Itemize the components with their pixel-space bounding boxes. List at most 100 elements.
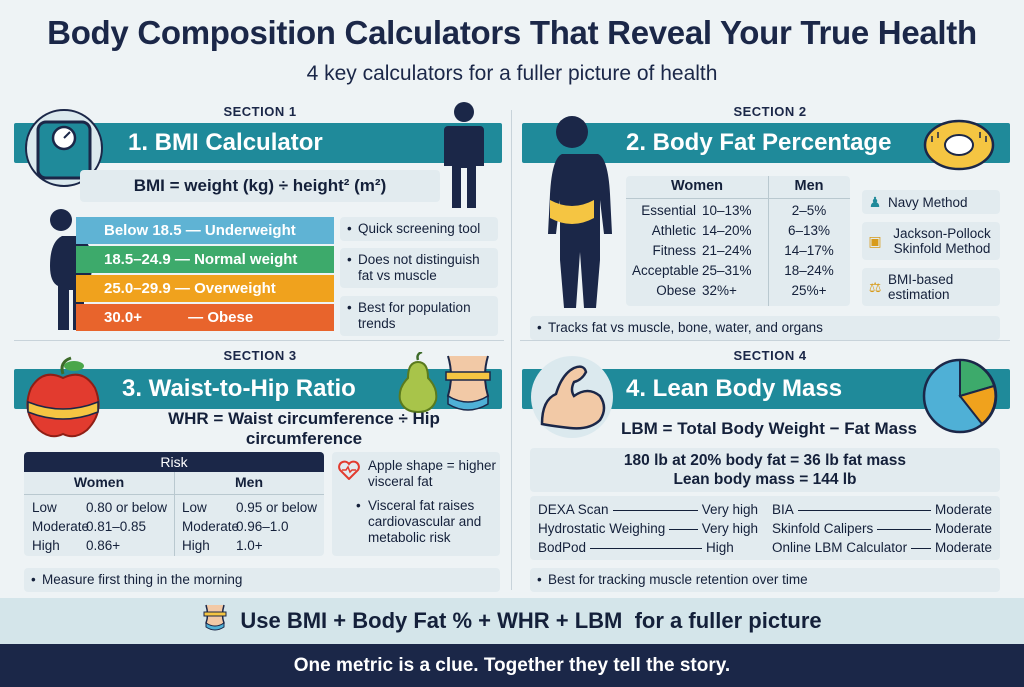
bmi-category: Overweight <box>194 280 276 297</box>
waist-icon <box>440 352 496 414</box>
risk-level: High <box>182 538 210 553</box>
risk-level: High <box>32 538 60 553</box>
women-value: 21–24% <box>702 243 752 258</box>
risk-level: Moderate <box>32 519 90 534</box>
row-label: Essential <box>641 203 696 218</box>
women-values: 10–13% 14–20% 21–24% 25–31% 32%+ <box>702 201 764 301</box>
summary-text: Use BMI + Body Fat % + WHR + LBM for a f… <box>240 608 822 633</box>
section2-note: Tracks fat vs muscle, bone, water, and o… <box>530 316 1000 340</box>
column-header-men: Men <box>235 474 263 490</box>
men-value: 25%+ <box>791 283 827 298</box>
lbm-methods: DEXA Scan Very high Hydrostatic Weighing V… <box>530 496 1000 560</box>
person-icon <box>440 100 488 210</box>
row-label: Acceptable <box>632 263 699 278</box>
section2-label: SECTION 2 <box>733 104 807 119</box>
section3-formula: WHR = Waist circumference ÷ Hip circumfe… <box>168 409 440 448</box>
footer-tagline: One metric is a clue. Together they tell… <box>0 644 1024 687</box>
women-levels: Low Moderate High <box>32 498 102 555</box>
apple-icon <box>22 356 104 440</box>
women-value: 10–13% <box>702 203 752 218</box>
section1-title: 1. BMI Calculator <box>128 129 323 156</box>
horizontal-divider-right <box>520 340 1010 341</box>
method-accuracy: Very high <box>701 502 758 517</box>
men-whr-values: 0.95 or below 0.96–1.0 1.0+ <box>236 498 322 555</box>
scale-icon: ⚖ <box>868 278 882 295</box>
method-accuracy: Moderate <box>934 502 992 517</box>
method-accuracy: High <box>706 540 734 555</box>
bmi-range-value: 25.0–29.9 <box>104 280 171 297</box>
lbm-methods-right: BIA Moderate Skinfold Calipers Moderate On… <box>772 500 992 557</box>
men-value: 14–17% <box>784 243 834 258</box>
bmi-category: Normal weight <box>194 251 298 268</box>
lbm-example-line: Lean body mass = 144 lb <box>673 471 857 488</box>
section3-note: Measure first thing in the morning <box>24 568 500 592</box>
section1-note: Does not distinguish fat vs muscle <box>340 248 498 288</box>
men-values: 2–5% 6–13% 14–17% 18–24% 25%+ <box>768 201 850 301</box>
section3-title: 3. Waist-to-Hip Ratio <box>122 375 356 402</box>
side-note-visceral: Visceral fat raises cardiovascular and m… <box>368 498 482 545</box>
method-accuracy: Moderate <box>934 540 992 555</box>
whr-value: 0.80 or below <box>86 500 168 515</box>
page-title: Body Composition Calculators That Reveal… <box>47 14 977 51</box>
section4-note: Best for tracking muscle retention over … <box>530 568 1000 592</box>
method-accuracy: Very high <box>701 521 758 536</box>
bmi-row-normal: 18.5–24.9 — Normal weight <box>76 246 334 273</box>
lbm-methods-left: DEXA Scan Very high Hydrostatic Weighing V… <box>538 500 758 557</box>
heart-icon <box>338 460 362 485</box>
method-bmi-based: ⚖ BMI-based estimation <box>862 268 1000 306</box>
row-label: Fitness <box>652 243 696 258</box>
vertical-divider <box>511 110 512 590</box>
bmi-row-overweight: 25.0–29.9 — Overweight <box>76 275 334 302</box>
section4-label: SECTION 4 <box>733 348 807 363</box>
body-fat-labels: Essential Athletic Fitness Acceptable Ob… <box>632 201 699 301</box>
bicep-icon <box>528 354 616 440</box>
risk-level: Low <box>32 500 57 515</box>
row-label: Athletic <box>651 223 696 238</box>
bullet: • <box>356 498 361 513</box>
whr-side-notes: Apple shape = higher visceral fat • Visc… <box>332 452 500 556</box>
method-name: BIA <box>772 502 794 517</box>
pear-icon <box>396 350 440 414</box>
method-row: Hydrostatic Weighing Very high <box>538 519 758 538</box>
men-value: 6–13% <box>787 223 831 238</box>
men-levels: Low Moderate High <box>182 498 252 555</box>
whr-value: 0.86+ <box>86 538 121 553</box>
women-value: 14–20% <box>702 223 752 238</box>
body-fat-table: Women Men Essential Athletic Fitness Acc… <box>626 176 850 306</box>
person-icon: ♟ <box>868 193 882 210</box>
method-name: Skinfold Calipers <box>772 521 874 536</box>
page-subtitle: 4 key calculators for a fuller picture o… <box>306 62 718 85</box>
dash: — <box>185 222 201 239</box>
summary-bar: Use BMI + Body Fat % + WHR + LBM for a f… <box>0 598 1024 644</box>
method-accuracy: Moderate <box>934 521 992 536</box>
whr-value: 1.0+ <box>236 538 263 553</box>
section1-formula: BMI = weight (kg) ÷ height² (m²) <box>80 170 440 202</box>
method-name: DEXA Scan <box>538 502 609 517</box>
bmi-range-value: 30.0+ <box>104 309 142 326</box>
lbm-example: 180 lb at 20% body fat = 36 lb fat mass … <box>530 448 1000 492</box>
women-whr-values: 0.80 or below 0.81–0.85 0.86+ <box>86 498 172 555</box>
tape-measure-icon <box>922 118 996 172</box>
column-header-women: Women <box>73 474 125 490</box>
bmi-row-obese: 30.0+ — Obese <box>76 304 334 331</box>
bmi-row-underweight: Below 18.5 — Underweight <box>76 217 334 244</box>
method-row: Skinfold Calipers Moderate <box>772 519 992 538</box>
women-value: 32%+ <box>702 283 737 298</box>
method-row: Online LBM Calculator Moderate <box>772 538 992 557</box>
section3-label: SECTION 3 <box>223 348 297 363</box>
caliper-icon: ▣ <box>868 232 882 249</box>
section1-note: Quick screening tool <box>340 217 498 241</box>
whr-value: 0.81–0.85 <box>86 519 147 534</box>
risk-level: Low <box>182 500 207 515</box>
dash: — <box>188 309 204 326</box>
pie-chart-icon <box>920 356 1000 436</box>
method-name: Online LBM Calculator <box>772 540 908 555</box>
risk-header: Risk <box>24 452 324 472</box>
waist-icon <box>202 603 228 639</box>
column-header-men: Men <box>794 178 824 194</box>
whr-risk-table: Risk Women Men Low Moderate High 0.80 or… <box>24 452 324 556</box>
method-row: BIA Moderate <box>772 500 992 519</box>
men-value: 2–5% <box>791 203 827 218</box>
women-value: 25–31% <box>702 263 752 278</box>
bmi-range-value: Below 18.5 <box>104 222 182 239</box>
